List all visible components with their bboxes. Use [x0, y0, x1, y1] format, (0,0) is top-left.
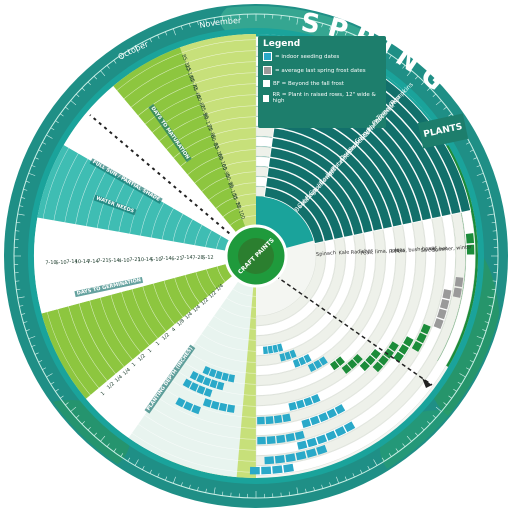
legend-item: = indoor seeding dates — [263, 52, 381, 61]
indoor-seeding-swatch — [263, 52, 272, 61]
germination-value: 6-21 — [171, 256, 183, 262]
schedule-block — [267, 436, 276, 444]
raised-rows-swatch — [263, 95, 269, 102]
germination-value: 7-14 — [181, 255, 193, 261]
germination-value: 5-14 — [108, 258, 120, 264]
plant-note: Spinach — [316, 250, 336, 258]
schedule-block — [282, 413, 291, 422]
schedule-block — [455, 277, 464, 287]
germination-value: 7-10 — [45, 260, 57, 266]
germination-value: 7-21 — [129, 257, 141, 263]
germination-value: 7-28 — [192, 255, 204, 261]
germination-value: 7-21 — [97, 258, 109, 264]
legend-item-text: RR = Plant in raised rows, 12" wide & hi… — [272, 92, 381, 104]
schedule-block — [276, 435, 285, 443]
plants-header-label: PLANTS — [423, 122, 464, 140]
legend-item: = average last spring frost dates — [263, 66, 381, 75]
legend-item: BF = Beyond the fall frost — [263, 80, 381, 87]
schedule-block — [227, 404, 235, 412]
germination-value: 7-14 — [160, 256, 172, 262]
plant-note: Kale — [338, 249, 349, 256]
germination-value: 4-10 — [118, 257, 130, 263]
legend-panel: Legend = indoor seeding dates = average … — [258, 36, 386, 128]
schedule-block — [264, 456, 274, 464]
legend-item-text: = average last spring frost dates — [275, 68, 366, 74]
germination-value: 5-12 — [202, 254, 214, 260]
schedule-block — [274, 415, 282, 423]
fall-frost-swatch — [263, 80, 270, 87]
schedule-block — [275, 455, 285, 463]
schedule-block — [257, 417, 265, 425]
schedule-block — [266, 416, 274, 424]
schedule-block — [250, 467, 260, 474]
schedule-block — [283, 464, 294, 473]
schedule-block — [272, 465, 282, 473]
schedule-block — [466, 233, 474, 243]
schedule-block — [285, 453, 295, 462]
legend-title: Legend — [263, 39, 381, 49]
legend-item-text: = indoor seeding dates — [275, 54, 339, 60]
frost-date-swatch — [263, 66, 272, 75]
schedule-block — [261, 466, 271, 474]
germination-value: 6-10 — [55, 260, 67, 266]
schedule-block — [286, 433, 296, 442]
schedule-block — [257, 437, 266, 445]
legend-item-text: BF = Beyond the fall frost — [273, 81, 344, 87]
legend-item: RR = Plant in raised rows, 12" wide & hi… — [263, 92, 381, 104]
germination-value: 7-14 — [66, 259, 78, 265]
